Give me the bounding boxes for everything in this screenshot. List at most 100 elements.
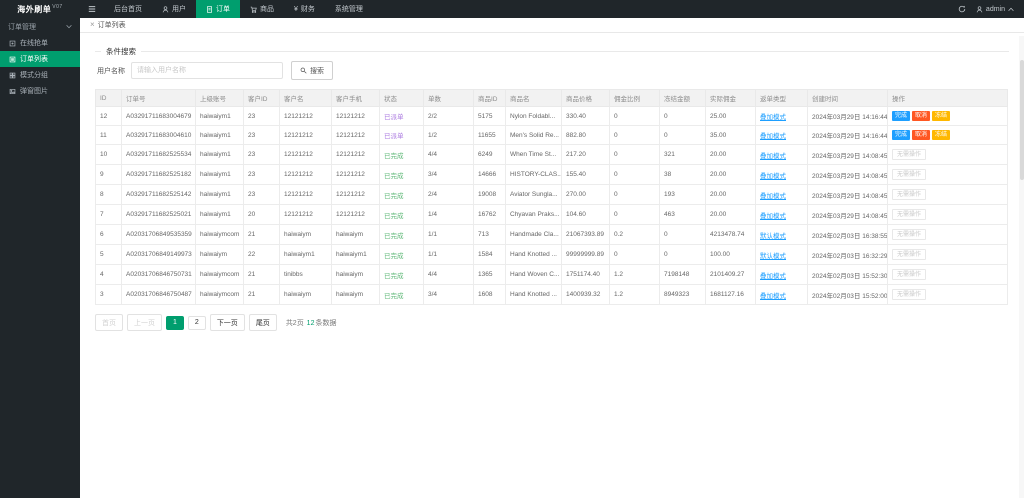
cell-prod_id: 1584 (473, 244, 506, 265)
cell-id: 4 (95, 264, 122, 285)
cell-parent: haiwaiym1 (195, 164, 244, 185)
sidebar-item-popup-image[interactable]: 弹窗图片 (0, 83, 80, 99)
cell-prod_name: Handmade Cla... (505, 224, 562, 245)
cell-prod_name: HISTORY-CLAS... (505, 164, 562, 185)
cell-price: 99999999.89 (561, 244, 610, 265)
freeze-button[interactable]: 冻结 (932, 111, 951, 121)
pagination-page-1[interactable]: 1 (166, 315, 184, 330)
sidebar-item-online-grab[interactable]: 在线抢单 (0, 35, 80, 51)
freeze-button[interactable]: 冻结 (932, 130, 951, 140)
sidebar-item-label: 弹窗图片 (20, 88, 48, 95)
cell-cust_id: 21 (243, 264, 280, 285)
cell-order_no: A02031706846750731 (121, 264, 196, 285)
tab-order-list[interactable]: × 订单列表 (90, 20, 126, 30)
mode-link[interactable]: 叠加模式 (760, 172, 786, 180)
cell-id: 10 (95, 144, 122, 165)
mode-link[interactable]: 叠加模式 (760, 272, 786, 280)
cell-order_no: A02031706849149973 (121, 244, 196, 265)
nav-item-finance[interactable]: ¥ 财务 (284, 0, 325, 18)
username: admin (985, 5, 1005, 13)
cell-commission: 25.00 (705, 106, 756, 126)
cell-cust_id: 21 (243, 284, 280, 305)
cancel-button[interactable]: 取消 (912, 111, 931, 121)
cell-price: 330.40 (561, 106, 610, 126)
cell-commission: 35.00 (705, 125, 756, 145)
cell-commission: 1681127.16 (705, 284, 756, 305)
cell-created: 2024年03月29日 14:16:44 (807, 125, 888, 145)
cell-ratio: 0 (609, 125, 660, 145)
mode-link[interactable]: 叠加模式 (760, 292, 786, 300)
cell-prod_id: 5175 (473, 106, 506, 126)
cell-prod_name: Men's Solid Re... (505, 125, 562, 145)
sidebar-item-mode-group[interactable]: 模式分组 (0, 67, 80, 83)
cell-mode: 叠加模式 (755, 106, 808, 126)
tab-close-icon[interactable]: × (90, 20, 95, 29)
cell-cust_name: 12121212 (279, 125, 332, 145)
cell-price: 217.20 (561, 144, 610, 165)
complete-button[interactable]: 完成 (892, 130, 911, 140)
nav-item-home[interactable]: 后台首页 (104, 0, 152, 18)
cell-commission: 20.00 (705, 184, 756, 205)
pagination-next[interactable]: 下一页 (209, 314, 245, 331)
cell-count: 4/4 (423, 144, 474, 165)
cell-ratio: 0.2 (609, 224, 660, 245)
cell-cust_id: 23 (243, 164, 280, 185)
cell-created: 2024年02月03日 16:38:55 (807, 224, 888, 245)
pagination-count-suffix: 条数据 (315, 319, 337, 327)
cell-status: 已派单 (379, 125, 424, 145)
cell-order_no: A02031706849535359 (121, 224, 196, 245)
cell-cust_id: 23 (243, 106, 280, 126)
nav-item-user[interactable]: 用户 (152, 0, 196, 18)
nav-item-order[interactable]: 订单 (196, 0, 240, 18)
pagination-last[interactable]: 尾页 (248, 314, 277, 331)
cell-prod_name: Hand Knotted ... (505, 284, 562, 305)
cell-order_no: A03291711682525142 (121, 184, 196, 205)
pagination-page-2[interactable]: 2 (187, 315, 206, 330)
mode-link[interactable]: 叠加模式 (760, 114, 786, 121)
cell-order_no: A03291711682525534 (121, 144, 196, 165)
search-button[interactable]: 搜索 (291, 61, 333, 80)
cell-cust_id: 23 (243, 125, 280, 145)
cell-actions: 无需操作 (887, 204, 1008, 225)
cell-order_no: A03291711683004679 (121, 106, 196, 126)
cell-mode: 默认模式 (755, 224, 808, 245)
nav-item-label: 用户 (172, 6, 186, 13)
cell-prod_id: 19008 (473, 184, 506, 205)
cell-frozen: 0 (659, 125, 706, 145)
mode-link[interactable]: 叠加模式 (760, 212, 786, 220)
refresh-icon[interactable] (958, 5, 966, 13)
cancel-button[interactable]: 取消 (912, 130, 931, 140)
complete-button[interactable]: 完成 (892, 111, 911, 121)
cell-actions: 无需操作 (887, 244, 1008, 265)
sidebar-group-order-management[interactable]: 订单管理 (0, 18, 80, 35)
scrollbar-track[interactable] (1019, 36, 1024, 498)
cell-id: 7 (95, 204, 122, 225)
nav-item-system[interactable]: 系统管理 (325, 0, 373, 18)
mode-link[interactable]: 叠加模式 (760, 152, 786, 160)
mode-link[interactable]: 默认模式 (760, 232, 786, 240)
cell-cust_phone: haiwaiym (331, 224, 380, 245)
cell-commission: 100.00 (705, 244, 756, 265)
user-dropdown[interactable]: admin (976, 6, 1014, 13)
app-version: V07 (52, 4, 63, 10)
no-action-button: 无需操作 (892, 269, 927, 280)
scrollbar-thumb[interactable] (1019, 60, 1024, 180)
sidebar-item-order-list[interactable]: 订单列表 (0, 51, 80, 67)
cell-count: 3/4 (423, 164, 474, 185)
cell-cust_id: 20 (243, 204, 280, 225)
mode-link[interactable]: 叠加模式 (760, 192, 786, 200)
cell-ratio: 0 (609, 204, 660, 225)
hamburger-menu-icon[interactable] (80, 0, 104, 18)
mode-link[interactable]: 默认模式 (760, 252, 786, 260)
column-header: ID (95, 89, 122, 107)
cell-status: 已完成 (379, 264, 424, 285)
grid-icon (9, 72, 16, 79)
no-action-button: 无需操作 (892, 229, 927, 240)
cell-ratio: 0 (609, 164, 660, 185)
nav-item-goods[interactable]: 商品 (240, 0, 284, 18)
column-header: 商品名 (505, 89, 562, 107)
mode-link[interactable]: 叠加模式 (760, 133, 786, 140)
cell-id: 6 (95, 224, 122, 245)
search-input[interactable] (131, 62, 283, 79)
